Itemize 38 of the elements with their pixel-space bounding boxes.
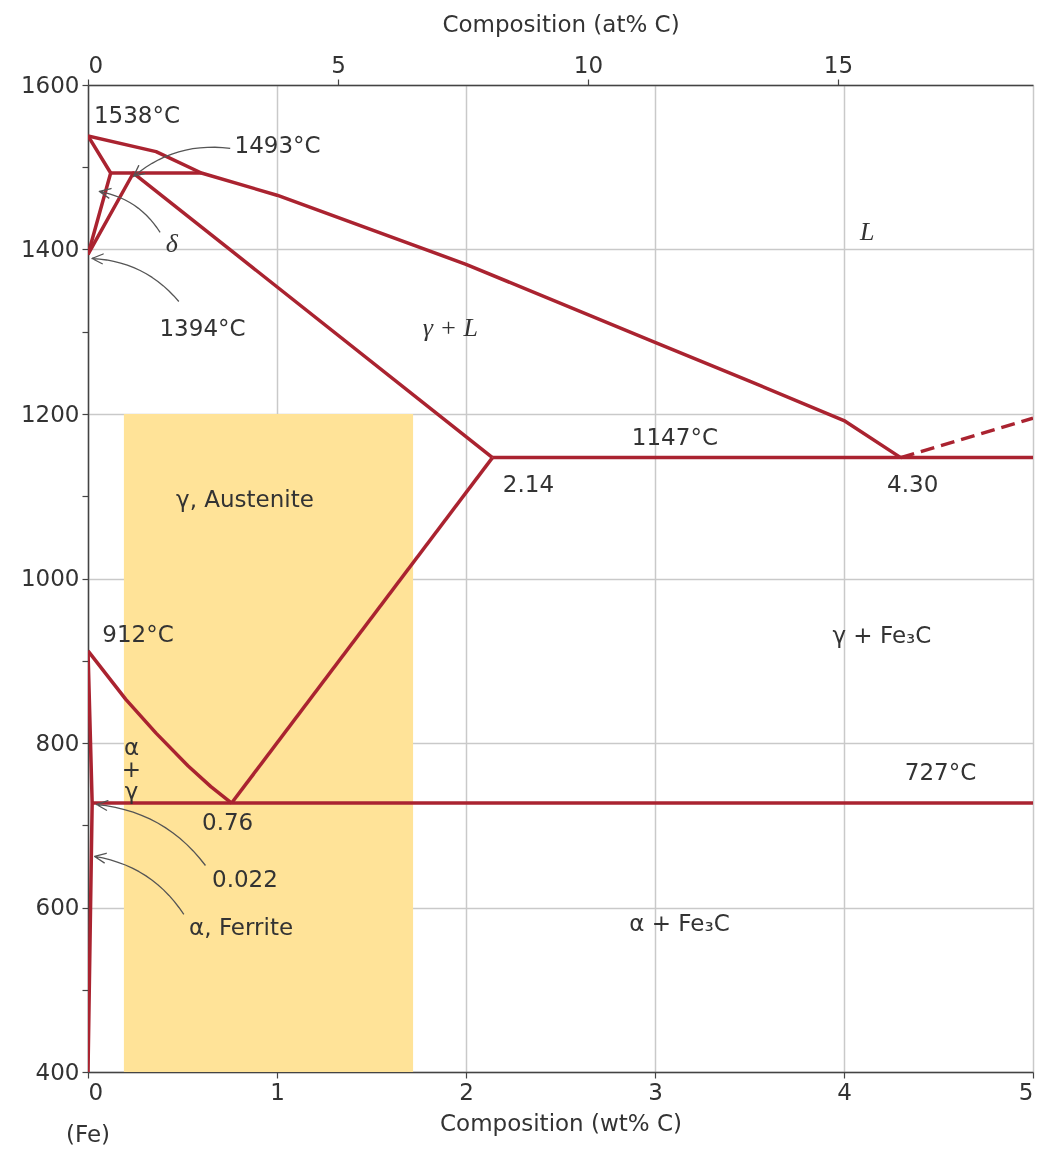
x-axis-title: Composition (wt% C) bbox=[440, 1109, 682, 1136]
annotation: α + Fe₃C bbox=[629, 910, 730, 937]
y-tick-label: 600 bbox=[35, 894, 80, 920]
annotation: α + γ bbox=[121, 734, 142, 805]
x-tick-label: 5 bbox=[1018, 1078, 1034, 1105]
x2-axis-title: Composition (at% C) bbox=[442, 10, 680, 37]
annotation: γ, Austenite bbox=[176, 485, 314, 512]
x2-tick-label: 0 bbox=[88, 51, 104, 78]
annotation: 1394°C bbox=[159, 315, 246, 342]
annotation: 0.022 bbox=[212, 865, 278, 892]
annotation: 1147°C bbox=[631, 423, 718, 450]
annotation: δ bbox=[165, 228, 179, 258]
annotation: 0.76 bbox=[202, 809, 254, 836]
x2-tick-label: 5 bbox=[331, 51, 346, 78]
annotation: 4.30 bbox=[887, 470, 939, 497]
y-tick-label: 1600 bbox=[20, 71, 80, 98]
y-tick-label: 800 bbox=[35, 729, 80, 756]
x-tick-label: 4 bbox=[837, 1078, 852, 1105]
x-tick-label: 0 bbox=[88, 1078, 104, 1105]
x-tick-label: 2 bbox=[459, 1078, 474, 1105]
annotation: 727°C bbox=[904, 759, 977, 786]
annotation: γ + L bbox=[422, 312, 479, 342]
y-tick-label: 1000 bbox=[20, 565, 80, 591]
text: (Fe) bbox=[65, 1121, 111, 1148]
y-tick-label: 1400 bbox=[20, 236, 80, 262]
y-tick-label: 400 bbox=[35, 1058, 80, 1085]
annotation: 1493°C bbox=[234, 132, 321, 159]
annotation: 1538°C bbox=[93, 101, 181, 128]
annotation: 912°C bbox=[102, 620, 174, 647]
x-tick-label: 3 bbox=[648, 1078, 663, 1105]
annotation: L bbox=[858, 217, 875, 247]
x2-tick-label: 15 bbox=[823, 51, 854, 78]
x-tick-label: 1 bbox=[270, 1078, 285, 1105]
annotation: 2.14 bbox=[502, 470, 555, 497]
x2-tick-label: 10 bbox=[573, 51, 604, 78]
annotation: γ + Fe₃C bbox=[832, 621, 932, 648]
annotation: α, Ferrite bbox=[189, 913, 294, 940]
y-tick-label: 1200 bbox=[20, 400, 80, 427]
